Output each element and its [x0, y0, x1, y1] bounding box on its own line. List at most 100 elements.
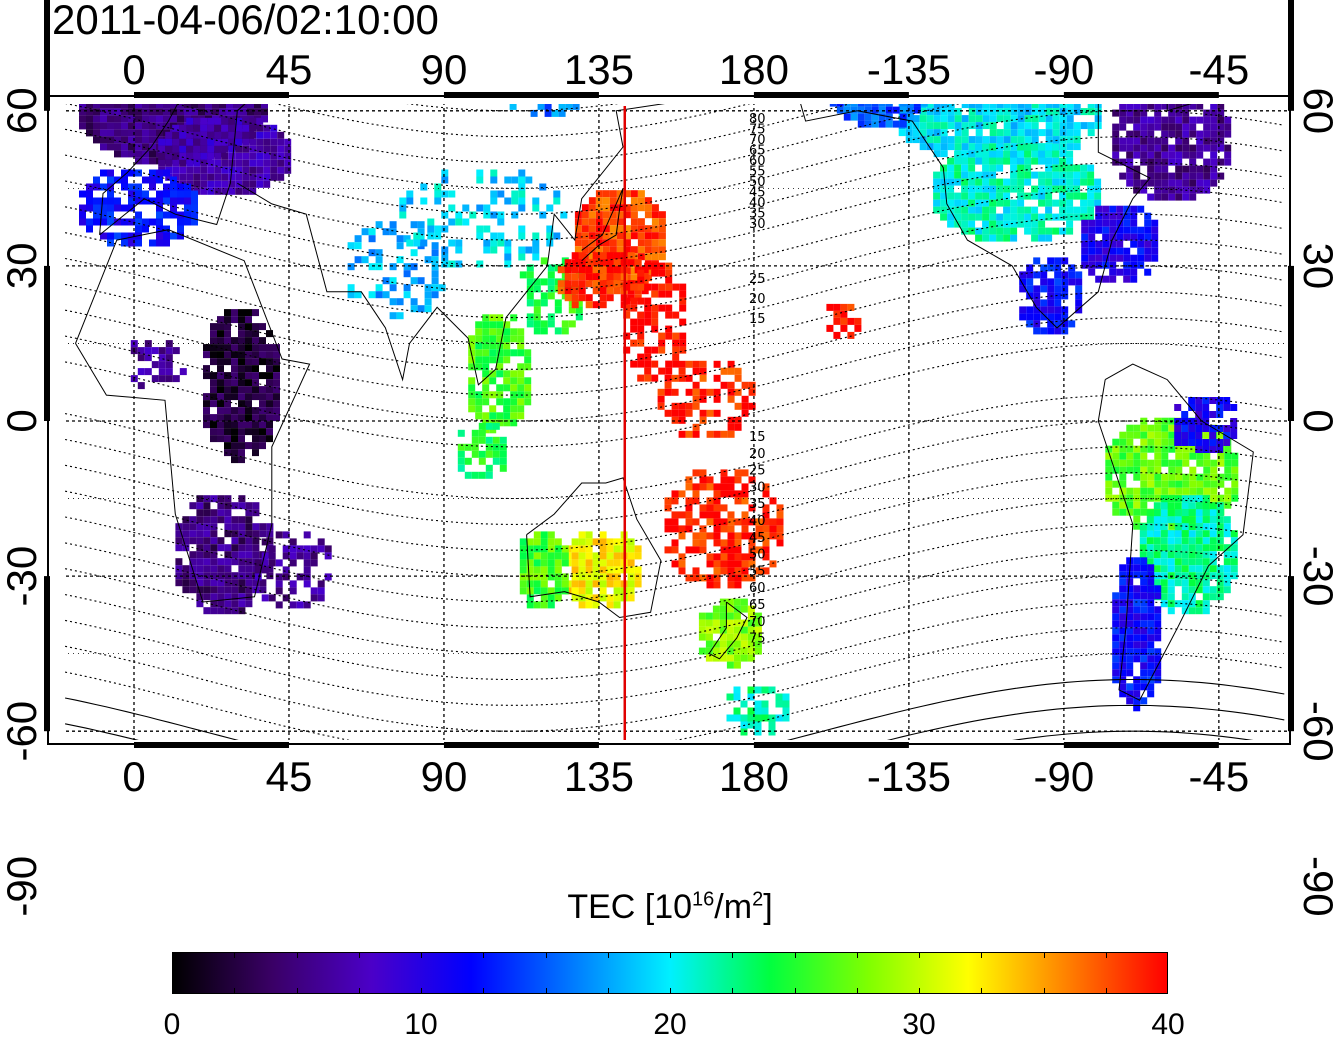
tec-cell — [1133, 116, 1141, 124]
tec-cell — [1061, 13, 1068, 20]
tec-cell — [289, 580, 297, 588]
tec-cell — [634, 545, 642, 553]
tec-cell — [575, 306, 583, 314]
tec-cell — [519, 559, 527, 567]
tec-cell — [1139, 523, 1147, 531]
tec-cell — [1061, 320, 1069, 328]
tec-cell — [252, 330, 259, 338]
tec-cell — [547, 601, 555, 609]
tec-cell — [154, 4, 161, 11]
tec-cell — [1052, 199, 1060, 207]
tec-cell — [954, 150, 962, 158]
tec-cell — [1081, 219, 1089, 227]
tec-cell — [592, 559, 600, 567]
tec-cell — [210, 323, 217, 331]
tec-cell — [1223, 579, 1231, 587]
tec-cell — [1017, 185, 1025, 193]
tec-cell — [1059, 843, 1066, 850]
tec-cell — [492, 843, 499, 850]
tec-cell — [347, 284, 355, 292]
tec-cell — [747, 721, 755, 729]
tec-cell — [1116, 226, 1124, 234]
tec-cell — [231, 530, 239, 538]
tec-cell — [135, 169, 142, 177]
tec-cell — [623, 297, 631, 305]
tec-cell — [727, 476, 735, 484]
tec-cell — [1138, 41, 1145, 48]
tec-cell — [1173, 0, 1180, 6]
tec-cell — [238, 449, 245, 457]
tec-cell — [630, 267, 638, 275]
tec-cell — [533, 538, 541, 546]
tec-cell — [1181, 544, 1189, 552]
tec-cell — [1017, 104, 1025, 109]
tec-cell — [296, 850, 303, 857]
tec-cell — [84, 39, 91, 46]
tec-cell — [1181, 600, 1189, 608]
tec-cell — [191, 52, 198, 59]
tec-cell — [1010, 843, 1017, 850]
tec-cell — [1123, 261, 1131, 269]
tec-cell — [1133, 690, 1141, 698]
tec-cell — [142, 136, 149, 144]
tec-cell — [692, 490, 700, 498]
tec-cell — [179, 368, 187, 376]
tec-cell — [933, 836, 940, 843]
tec-cell — [1217, 104, 1225, 110]
tec-cell — [1080, 122, 1088, 130]
tec-cell — [568, 320, 576, 328]
tec-cell — [1161, 459, 1169, 467]
tec-cell — [492, 836, 499, 843]
tec-cell — [526, 559, 534, 567]
tec-cell — [503, 405, 511, 413]
tec-cell — [401, 843, 408, 850]
tec-cell — [947, 143, 955, 151]
tec-cell — [533, 587, 541, 595]
tec-cell — [184, 190, 191, 198]
tec-cell — [733, 612, 741, 620]
tec-cell — [170, 115, 177, 123]
tec-cell — [719, 598, 727, 606]
tec-cell — [200, 159, 208, 167]
tec-cell — [1052, 171, 1060, 179]
tec-cell — [1144, 240, 1152, 248]
tec-cell — [413, 232, 421, 240]
tec-cell — [1133, 683, 1141, 691]
tec-cell — [172, 159, 180, 167]
tec-cell — [644, 232, 652, 240]
tec-cell — [238, 67, 245, 74]
tec-cell — [747, 640, 755, 648]
tec-cell — [1103, 41, 1110, 48]
tec-cell — [368, 291, 376, 299]
tec-cell — [1208, 34, 1215, 41]
tec-cell — [1181, 425, 1189, 432]
tec-cell — [1033, 271, 1041, 279]
tec-cell — [1025, 80, 1032, 87]
tec-cell — [769, 560, 777, 568]
tec-cell — [450, 843, 457, 850]
tec-cell — [266, 400, 273, 408]
tec-cell — [747, 714, 755, 722]
tec-cell — [1161, 165, 1169, 173]
tec-cell — [317, 587, 325, 595]
tec-cell — [112, 11, 119, 18]
tec-cell — [331, 850, 338, 857]
tec-cell — [571, 252, 579, 260]
tec-cell — [541, 836, 548, 843]
tec-cell — [1130, 205, 1138, 213]
tec-cell — [489, 342, 497, 350]
tec-cell — [329, 74, 336, 81]
tec-cell — [1160, 495, 1168, 503]
tec-cell — [1161, 158, 1169, 166]
tec-cell — [1140, 784, 1147, 791]
tec-cell — [1133, 791, 1140, 798]
tec-cell — [940, 843, 947, 850]
tec-cell — [170, 183, 177, 191]
tec-cell — [252, 67, 259, 74]
tec-cell — [933, 192, 941, 200]
tec-cell — [1073, 192, 1081, 200]
tec-cell — [1088, 268, 1096, 276]
tec-cell — [336, 74, 343, 81]
tec-cell — [599, 580, 607, 588]
tec-cell — [308, 25, 315, 32]
